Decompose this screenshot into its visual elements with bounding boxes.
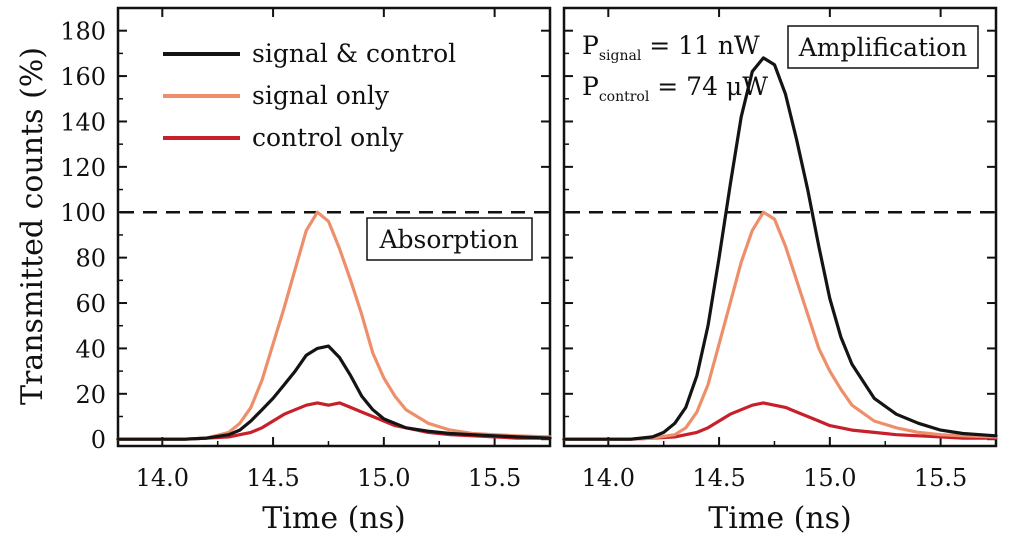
y-tick-label: 40 <box>75 335 106 363</box>
legend: signal & control signal only control onl… <box>163 39 456 152</box>
p-signal-annotation: Psignal = 11 nW <box>582 31 760 64</box>
left-panel-frame <box>116 6 552 448</box>
x-tick-label: 15.0 <box>357 464 410 492</box>
y-tick-label: 0 <box>91 426 106 454</box>
amplification-label: Amplification <box>798 33 968 62</box>
p-control-annotation: Pcontrol = 74 μW <box>582 72 768 105</box>
absorption-label: Absorption <box>378 225 518 254</box>
left-series-signal-only <box>116 210 552 441</box>
right-panel-frame <box>562 6 998 448</box>
y-tick-labels: 0 20 40 60 80 100 120 140 160 180 <box>60 18 106 454</box>
left-panel-series <box>116 210 552 441</box>
legend-label-signal-only: signal only <box>252 81 390 110</box>
y-tick-label: 140 <box>60 108 106 136</box>
left-panel-ticks: 14.0 14.5 15.0 15.5 <box>118 8 550 492</box>
absorption-label-box <box>366 217 533 261</box>
y-tick-label: 100 <box>60 199 106 227</box>
left-series-signal-control <box>116 344 552 441</box>
right-panel-ticks: 14.0 14.5 15.0 15.5 <box>564 8 996 492</box>
y-axis-title: Transmitted counts (%) <box>15 47 50 405</box>
amplification-label-box <box>787 25 979 69</box>
x-tick-label: 14.0 <box>582 464 635 492</box>
right-series-control-only <box>562 401 998 441</box>
legend-label-signal-control: signal & control <box>252 39 456 68</box>
right-series-signal-control <box>562 56 998 441</box>
right-series-signal-only <box>562 210 998 441</box>
x-axis-title-right: Time (ns) <box>708 501 851 536</box>
y-tick-label: 160 <box>60 63 106 91</box>
x-tick-label: 15.5 <box>914 464 967 492</box>
legend-label-control-only: control only <box>252 123 404 152</box>
x-tick-label: 14.5 <box>246 464 299 492</box>
y-tick-label: 80 <box>75 245 106 273</box>
y-tick-label: 180 <box>60 18 106 46</box>
x-tick-label: 15.5 <box>468 464 521 492</box>
x-tick-label: 15.0 <box>803 464 856 492</box>
x-tick-label: 14.5 <box>692 464 745 492</box>
right-panel-series <box>562 56 998 441</box>
y-tick-label: 120 <box>60 154 106 182</box>
y-tick-label: 60 <box>75 290 106 318</box>
x-axis-title-left: Time (ns) <box>262 501 405 536</box>
y-tick-label: 20 <box>75 381 106 409</box>
x-tick-label: 14.0 <box>136 464 189 492</box>
